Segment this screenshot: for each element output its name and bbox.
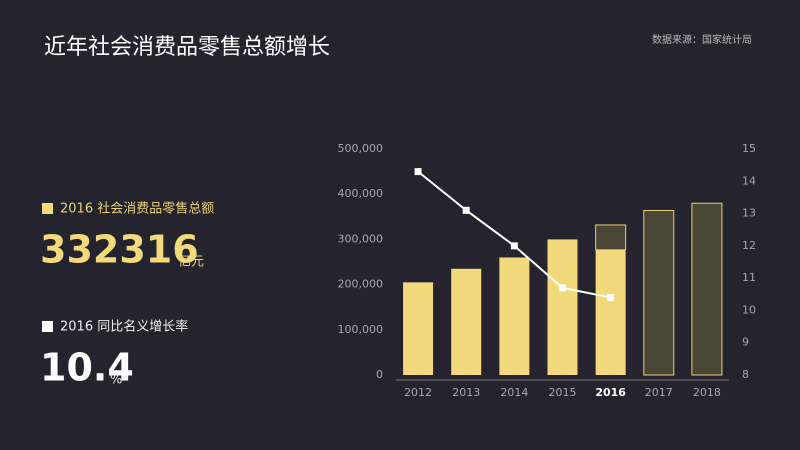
y-tick-label: 500,000	[338, 142, 384, 155]
y2-tick-label: 15	[742, 142, 756, 155]
point	[462, 206, 470, 214]
x-tick-label: 2014	[500, 386, 528, 399]
source: 数据来源：国家统计局	[652, 33, 752, 46]
point	[607, 294, 615, 302]
x-tick-label: 2013	[452, 386, 480, 399]
stat-marker	[42, 321, 53, 332]
x-tick-label: 2018	[693, 386, 721, 399]
stat-label: 2016 社会消费品零售总额	[60, 201, 214, 217]
title: 近年社会消费品零售总额增长	[44, 35, 330, 60]
x-tick-label: 2017	[645, 386, 673, 399]
stat-label: 2016 同比名义增长率	[60, 319, 188, 335]
y2-tick-label: 8	[742, 368, 749, 381]
bar	[643, 209, 675, 376]
bar	[547, 239, 578, 375]
stat-unit: 亿元	[178, 255, 204, 270]
stat-value: 332316	[40, 228, 199, 272]
stat-unit: %	[110, 373, 122, 388]
bar	[451, 268, 482, 375]
y-tick-label: 0	[376, 368, 383, 381]
point	[559, 284, 566, 292]
x-tick-label: 2012	[404, 386, 432, 399]
y2-tick-label: 9	[742, 336, 749, 349]
y2-tick-label: 10	[742, 303, 756, 316]
stat-value: 10.4	[40, 346, 134, 390]
bar	[595, 249, 626, 375]
x-tick-label: 2015	[549, 386, 577, 399]
point	[414, 168, 422, 176]
y-tick-label: 300,000	[338, 232, 384, 245]
y-tick-label: 200,000	[338, 278, 384, 291]
y2-tick-label: 11	[742, 271, 756, 284]
y-tick-label: 100,000	[338, 323, 384, 336]
y2-tick-label: 12	[742, 239, 756, 252]
bar	[691, 202, 723, 376]
bar	[403, 282, 434, 375]
stat-marker	[42, 203, 53, 214]
bar	[499, 257, 530, 375]
y2-tick-label: 14	[742, 174, 756, 187]
bar	[595, 224, 627, 251]
y2-tick-label: 13	[742, 207, 756, 220]
y-tick-label: 400,000	[338, 187, 384, 200]
x-tick-label: 2016	[595, 386, 626, 399]
point	[510, 242, 518, 250]
